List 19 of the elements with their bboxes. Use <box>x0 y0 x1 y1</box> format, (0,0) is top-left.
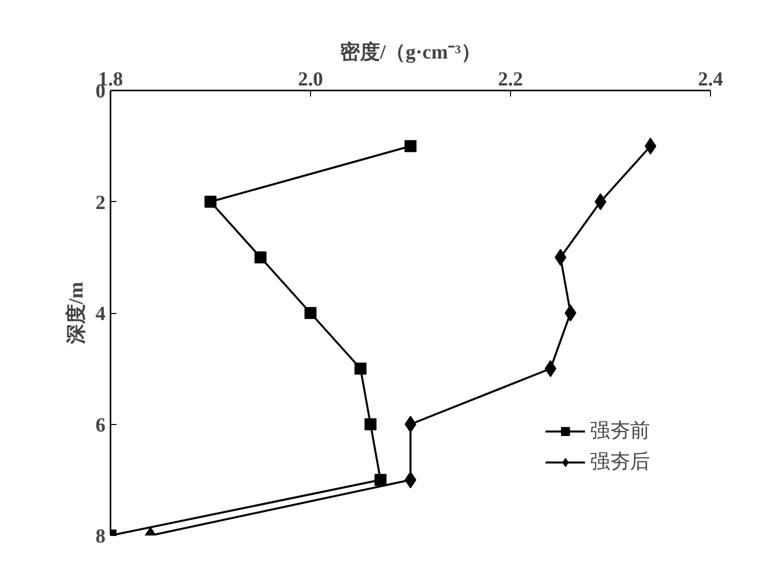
legend-label: 强夯后 <box>590 450 650 475</box>
point <box>404 140 416 152</box>
y-tick-label: 4 <box>96 303 106 325</box>
point <box>254 251 266 264</box>
point <box>374 474 386 486</box>
point <box>304 307 316 319</box>
point <box>354 362 366 375</box>
x-tick-label: 2.0 <box>298 68 323 90</box>
legend-label: 强夯前 <box>590 419 650 444</box>
point <box>564 304 576 322</box>
point <box>204 196 216 208</box>
point <box>364 418 376 430</box>
x-tick-label: 2.4 <box>698 68 723 90</box>
y-axis-title: 深度/m <box>64 282 88 346</box>
y-tick-label: 6 <box>96 414 106 436</box>
y-tick-label: 8 <box>96 526 106 548</box>
x-axis-title: 密度/（g·cm⁻³） <box>340 40 481 64</box>
y-tick-label: 2 <box>96 192 106 214</box>
x-tick-label: 2.2 <box>498 68 523 90</box>
